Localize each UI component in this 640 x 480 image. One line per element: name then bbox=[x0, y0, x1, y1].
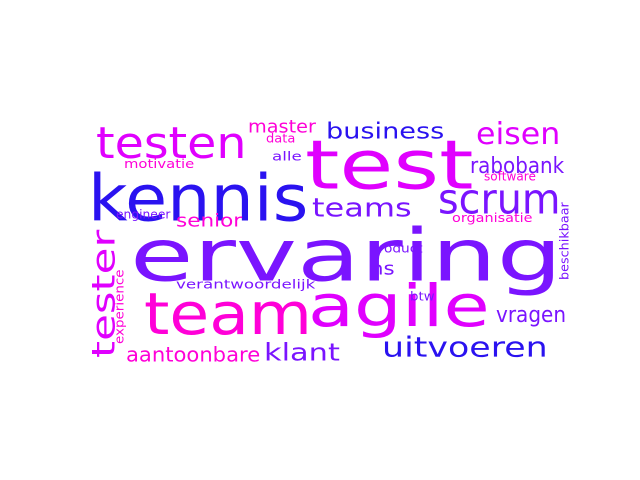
word-business: business bbox=[326, 117, 445, 145]
word-motivatie: motivatie bbox=[124, 156, 195, 172]
word-vragen: vragen bbox=[496, 301, 566, 328]
word-eisen: eisen bbox=[476, 117, 561, 153]
word-software: software bbox=[484, 170, 536, 184]
word-testen: testen bbox=[96, 118, 247, 169]
word-verantwoordelijk: verantwoordelijk bbox=[176, 278, 316, 292]
word-organisatie: organisatie bbox=[452, 210, 533, 226]
word-scrum: scrum bbox=[438, 174, 561, 224]
word-test: test bbox=[305, 126, 474, 205]
word-master: master bbox=[248, 115, 316, 138]
word-alle: alle bbox=[272, 150, 302, 164]
word-team: team bbox=[144, 281, 313, 349]
word-kennis: kennis bbox=[88, 162, 309, 237]
word-beschikbaar: beschikbaar bbox=[558, 202, 572, 280]
word-experience: experience bbox=[113, 269, 127, 344]
word-rabobank: rabobank bbox=[470, 153, 565, 180]
word-engineer: engineer bbox=[116, 208, 171, 222]
word-agile: agile bbox=[308, 273, 490, 341]
word-klant: klant bbox=[264, 337, 340, 367]
word-teams: teams bbox=[312, 192, 412, 224]
word-uitvoeren: uitvoeren bbox=[382, 331, 548, 365]
word-btw: btw bbox=[410, 290, 435, 304]
word-ns: ns bbox=[370, 257, 395, 280]
word-product: product bbox=[370, 242, 423, 256]
word-aantoonbare: aantoonbare bbox=[126, 343, 261, 368]
word-senior: senior bbox=[176, 209, 243, 232]
word-ervaring: ervaring bbox=[130, 214, 563, 298]
word-data: data bbox=[266, 132, 296, 146]
